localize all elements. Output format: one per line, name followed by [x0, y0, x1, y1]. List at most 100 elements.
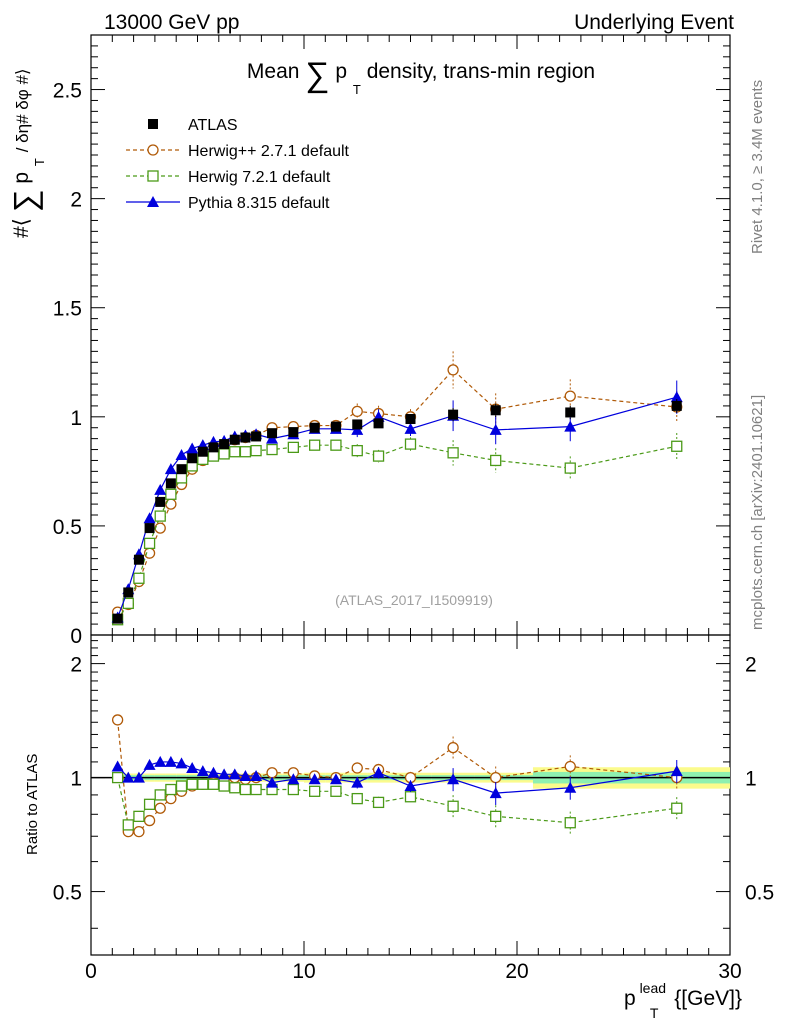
pythia-point [564, 420, 577, 432]
main-y-tick-label: 0.5 [53, 516, 82, 539]
atlas-point [330, 421, 341, 432]
herwig7-point [564, 462, 576, 474]
atlas-point [671, 400, 682, 411]
herwig7-point [239, 446, 252, 458]
pythia-point [372, 766, 385, 778]
atlas-point [309, 422, 320, 433]
herwig7-point [404, 791, 417, 803]
pythia-point [143, 758, 156, 770]
herwig7-point [165, 783, 177, 796]
atlas-point [112, 613, 123, 624]
pythia-point [186, 762, 199, 774]
x-tick-label: 20 [505, 960, 528, 983]
atlas-point [448, 409, 459, 420]
ratio-y-tick-label-right: 2 [745, 654, 757, 677]
legend-label: Herwig++ 2.7.1 default [188, 143, 350, 160]
main-y-tick-label: 2.5 [53, 80, 82, 103]
header-right: Underlying Event [574, 11, 734, 34]
atlas-point [148, 119, 158, 129]
pythia-point [154, 483, 167, 495]
herwigpp-point [564, 760, 576, 773]
ylabel-open: #⟨ [10, 218, 33, 238]
atlas-point [229, 434, 240, 445]
herwig7-point [330, 439, 342, 451]
ylabel-sum: ∑ [7, 189, 43, 212]
atlas-point [208, 442, 219, 453]
pythia-point [670, 391, 683, 403]
pythia-point [329, 773, 342, 785]
pythia-point [351, 776, 364, 788]
main-y-tick-label: 1.5 [53, 298, 82, 321]
herwig7-point [229, 782, 241, 794]
pythia-point [111, 760, 124, 772]
main-y-tick-label: 1 [70, 407, 82, 430]
herwig7-point [207, 450, 220, 462]
pythia-point [239, 769, 252, 781]
pythia-point [207, 766, 220, 778]
pythia-point [196, 765, 209, 777]
ratio-y-tick-label-right: 1 [745, 768, 757, 791]
pythia-point [154, 755, 167, 767]
pythia-point [164, 755, 177, 767]
atlas-point [352, 419, 363, 430]
herwig7-point [218, 780, 230, 792]
title-p: p [335, 60, 347, 83]
pythia-point [143, 512, 156, 524]
atlas-point [123, 587, 134, 598]
atlas-point [490, 405, 501, 416]
pythia-point [175, 757, 188, 769]
pythia-point [447, 773, 460, 785]
ratio-y-tick-label: 1 [70, 768, 82, 791]
herwigpp-point [133, 825, 145, 838]
ratio-y-label: Ratio to ATLAS [24, 754, 41, 855]
main-y-tick-label: 0 [70, 625, 82, 648]
pythia-point [164, 463, 177, 475]
xlabel-p: p [624, 987, 636, 1010]
herwig7-point [671, 802, 683, 814]
pythia-point [489, 423, 502, 435]
title-sum: ∑ [305, 56, 329, 94]
herwig7-point [175, 472, 188, 484]
analysis-watermark: (ATLAS_2017_I1509919) [335, 592, 493, 608]
atlas-point [219, 439, 230, 450]
herwig7-point [250, 783, 262, 796]
xlabel-rest: {[GeV]} [674, 987, 742, 1010]
herwig7-point [165, 488, 177, 500]
herwig7-point [186, 778, 198, 790]
pythia-point [287, 773, 300, 785]
atlas-point [240, 432, 251, 443]
pythia-point [228, 768, 241, 780]
herwig7-point [266, 443, 278, 456]
herwig7-point [154, 510, 166, 522]
herwigpp-point [143, 814, 156, 827]
herwig7-point [207, 778, 220, 790]
title-sub: T [353, 82, 361, 97]
x-tick-label: 10 [292, 960, 315, 983]
title-post: density, trans-min region [367, 60, 595, 83]
pythia-point [266, 776, 279, 788]
herwig7-point [308, 785, 321, 797]
atlas-point [197, 446, 208, 457]
herwig7-point [671, 440, 683, 452]
herwig7-point [404, 438, 417, 450]
herwig7-point [229, 446, 241, 458]
herwigpp-point [490, 771, 502, 784]
side-label-top: Rivet 4.1.0, ≥ 3.4M events [749, 80, 766, 254]
herwig7-point [175, 780, 188, 792]
herwigpp-point [266, 767, 278, 779]
legend-label: Pythia 8.315 default [188, 195, 330, 212]
main-title: Mean ∑ p T density, trans-min region [247, 56, 595, 99]
herwig7-point [447, 447, 459, 459]
pythia-point [670, 765, 683, 777]
header-left: 13000 GeV pp [104, 11, 239, 34]
atlas-point [187, 453, 198, 464]
herwig7-point [147, 170, 159, 182]
herwig7-point [447, 800, 459, 812]
herwig7-point [143, 798, 156, 810]
herwig7-point [239, 783, 252, 796]
herwigpp-point [111, 714, 124, 726]
ratio-y-tick-label: 2 [70, 654, 82, 677]
legend-label: ATLAS [188, 117, 238, 134]
herwigpp-point [351, 762, 363, 774]
herwig7-point [218, 448, 230, 460]
